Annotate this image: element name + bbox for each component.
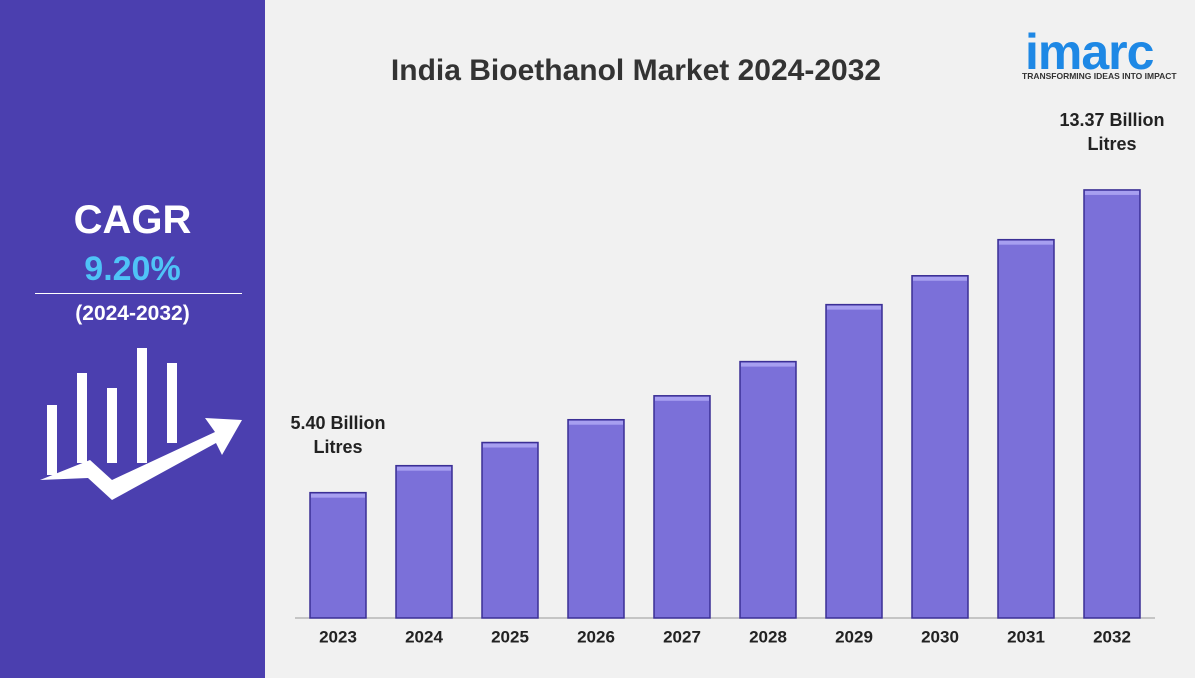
value-label: 13.37 Billion Litres <box>1059 109 1165 154</box>
divider <box>35 293 242 294</box>
bar <box>997 238 1055 619</box>
x-tick-label: 2024 <box>405 627 443 646</box>
x-tick-label: 2031 <box>1007 627 1045 646</box>
x-tick-label: 2025 <box>491 627 529 646</box>
x-tick-label: 2029 <box>835 627 873 646</box>
x-tick-label: 2032 <box>1093 627 1131 646</box>
bar <box>825 303 883 619</box>
bar <box>911 275 969 619</box>
bar <box>567 418 625 619</box>
bar <box>309 491 367 619</box>
bar-cap <box>999 240 1053 245</box>
bar-cap <box>655 396 709 401</box>
kpi-period: (2024-2032) <box>75 302 190 325</box>
bar <box>481 441 539 619</box>
x-tick-label: 2026 <box>577 627 615 646</box>
value-label: 5.40 Billion Litres <box>290 412 386 457</box>
bar-cap <box>1085 190 1139 195</box>
bar-cap <box>397 466 451 471</box>
side-panel: CAGR 9.20% (2024-2032) <box>0 0 265 678</box>
brand-tagline: TRANSFORMING IDEAS INTO IMPACT <box>1022 71 1177 81</box>
brand-name: imarc <box>1025 24 1154 80</box>
x-tick-label: 2027 <box>663 627 701 646</box>
bar <box>1083 189 1141 619</box>
bar <box>739 360 797 619</box>
bar-cap <box>913 276 967 281</box>
growth-icon <box>40 348 242 500</box>
bar-cap <box>569 420 623 425</box>
kpi-value: 9.20% <box>84 250 181 288</box>
bar-cap <box>741 362 795 367</box>
bar-cap <box>827 305 881 310</box>
bar-cap <box>483 443 537 448</box>
bar <box>395 464 453 619</box>
x-tick-label: 2028 <box>749 627 787 646</box>
bar <box>653 395 711 619</box>
bar-cap <box>311 493 365 498</box>
kpi-label: CAGR <box>73 198 192 242</box>
chart-title: India Bioethanol Market 2024-2032 <box>391 54 881 87</box>
x-tick-label: 2030 <box>921 627 959 646</box>
x-tick-label: 2023 <box>319 627 357 646</box>
